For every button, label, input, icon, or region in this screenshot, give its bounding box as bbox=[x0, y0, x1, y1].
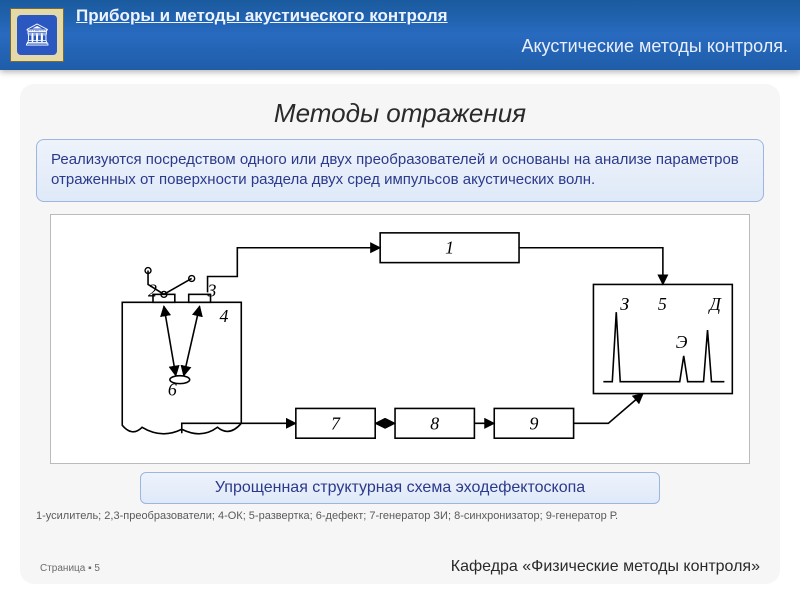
svg-text:3: 3 bbox=[207, 280, 217, 300]
logo: 🏛 bbox=[10, 8, 64, 62]
page-number: Страница ▪ 5 bbox=[40, 563, 100, 574]
diagram-svg: 1 7 8 9 2 34 6 З 5 ДЭ bbox=[51, 215, 749, 463]
slide-title: Методы отражения bbox=[36, 98, 764, 129]
diagram-legend: 1-усилитель; 2,3-преобразователи; 4-ОК; … bbox=[36, 510, 764, 522]
slide: Методы отражения Реализуются посредством… bbox=[20, 84, 780, 584]
diagram: 1 7 8 9 2 34 6 З 5 ДЭ bbox=[50, 214, 750, 464]
logo-icon: 🏛 bbox=[17, 15, 57, 55]
svg-text:9: 9 bbox=[529, 413, 538, 433]
header-title: Приборы и методы акустического контроля bbox=[76, 6, 448, 26]
svg-text:Д: Д bbox=[708, 294, 723, 314]
svg-text:6: 6 bbox=[168, 379, 177, 399]
description-box: Реализуются посредством одного или двух … bbox=[36, 139, 764, 202]
svg-text:8: 8 bbox=[430, 413, 439, 433]
header-bar: 🏛 Приборы и методы акустического контрол… bbox=[0, 0, 800, 70]
svg-text:2: 2 bbox=[148, 280, 157, 300]
svg-text:З: З bbox=[620, 294, 629, 314]
header-subtitle: Акустические методы контроля. bbox=[521, 36, 788, 57]
svg-text:7: 7 bbox=[331, 413, 341, 433]
department: Кафедра «Физические методы контроля» bbox=[451, 558, 760, 576]
svg-text:1: 1 bbox=[445, 237, 454, 257]
svg-text:Э: Э bbox=[676, 331, 688, 351]
svg-text:5: 5 bbox=[658, 294, 667, 314]
svg-text:4: 4 bbox=[219, 306, 228, 326]
diagram-caption: Упрощенная структурная схема эходефектос… bbox=[140, 472, 660, 504]
